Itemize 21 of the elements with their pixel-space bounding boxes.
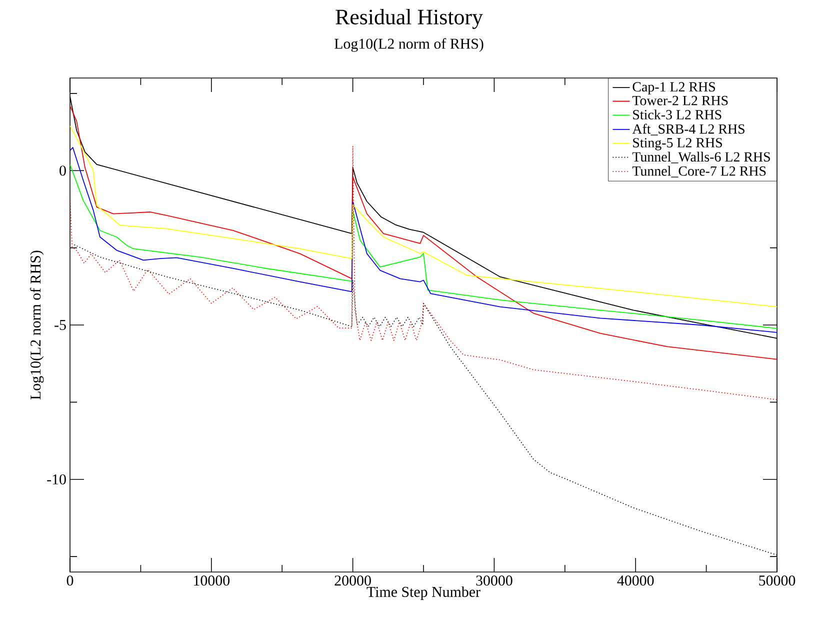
legend-label: Sting-5 L2 RHS — [633, 138, 722, 150]
legend-label: Tunnel_Walls-6 L2 RHS — [632, 152, 770, 164]
x-tick-label: 40000 — [617, 576, 654, 586]
y-tick-label: -10 — [47, 474, 66, 484]
x-tick-label: 20000 — [334, 576, 371, 586]
x-tick-label: 10000 — [194, 576, 230, 586]
chart-subtitle: Log10(L2 norm of RHS) — [334, 38, 484, 52]
x-tick-label: 30000 — [476, 576, 512, 586]
y-tick-label: 0 — [60, 166, 66, 176]
legend-label: Cap-1 L2 RHS — [632, 82, 715, 94]
chart-title: Residual History — [336, 9, 483, 29]
legend-label: Tower-2 L2 RHS — [632, 96, 728, 106]
legend-label: Stick-3 L2 RHS — [633, 110, 722, 120]
x-axis-title: Time Step Number — [366, 586, 480, 600]
x-tick-label: 50000 — [759, 576, 796, 586]
legend-label: Tunnel_Core-7 L2 RHS — [632, 166, 766, 178]
x-tick-label: 0 — [66, 576, 74, 586]
legend-label: Aft_SRB-4 L2 RHS — [632, 124, 744, 136]
line-series — [70, 125, 778, 308]
y-tick-label: -5 — [54, 320, 66, 330]
y-axis-title: Log10(L2 norm of RHS) — [30, 250, 44, 400]
